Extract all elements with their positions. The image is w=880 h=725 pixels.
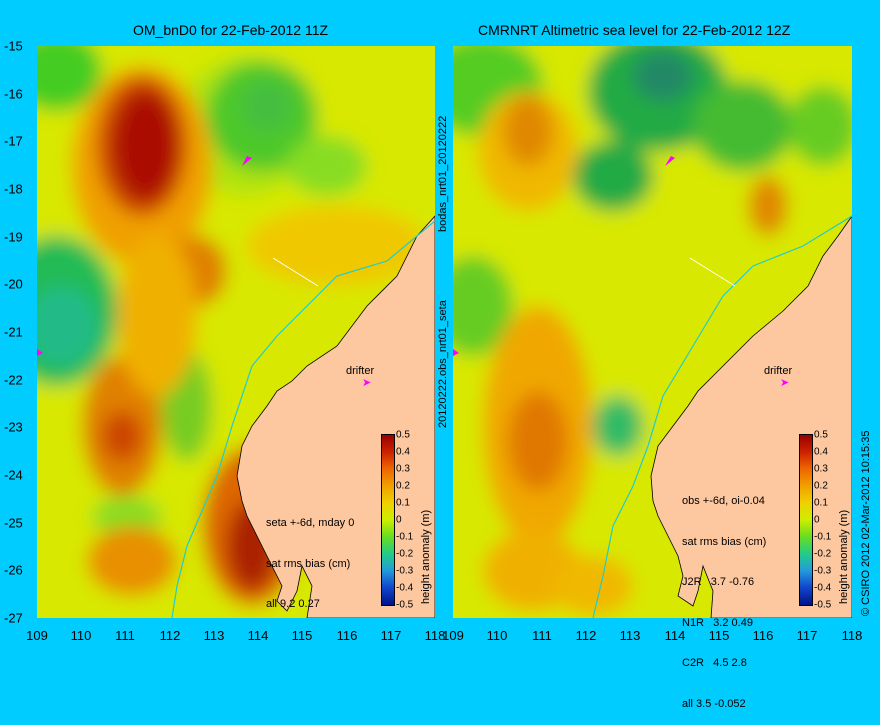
colorbar-tick: 0.1 <box>814 497 828 509</box>
right-colorbar-label: height anomaly (m) <box>838 509 850 604</box>
x-tick: 111 <box>115 628 135 643</box>
middle-bottom-label: 20120222.obs_nrt01_seta <box>437 300 449 428</box>
x-tick: 114 <box>664 628 686 643</box>
x-tick: 115 <box>291 628 313 643</box>
left-drifter-label: drifter <box>346 365 375 377</box>
x-tick: 112 <box>159 628 181 643</box>
colorbar-tick: -0.2 <box>814 548 832 560</box>
x-tick: 113 <box>619 628 641 643</box>
right-colorbar <box>799 434 813 606</box>
y-tick: -21 <box>4 324 23 340</box>
y-tick: -17 <box>4 133 23 149</box>
colorbar-tick: -0.3 <box>814 565 832 577</box>
y-tick: -22 <box>4 372 23 388</box>
right-stats-line: C2R 4.5 2.8 <box>682 657 747 669</box>
colorbar-tick: -0.4 <box>396 582 414 594</box>
left-map[interactable] <box>37 46 435 618</box>
x-tick: 117 <box>796 628 818 643</box>
right-drifter-icon: ➤ <box>780 377 790 389</box>
x-tick: 113 <box>203 628 225 643</box>
left-colorbar-label: height anomaly (m) <box>420 509 432 604</box>
left-colorbar <box>381 434 395 606</box>
x-tick: 118 <box>841 628 863 643</box>
colorbar-tick: 0.2 <box>396 480 410 492</box>
x-tick: 114 <box>247 628 269 643</box>
x-tick: 109 <box>442 628 464 643</box>
middle-top-label: bodas_nrt01_20120222 <box>437 115 449 232</box>
colorbar-tick: 0.4 <box>396 446 410 458</box>
colorbar-tick: -0.3 <box>396 565 414 577</box>
colorbar-tick: -0.5 <box>814 599 832 611</box>
y-tick: -25 <box>4 515 23 531</box>
right-stats-line: obs +-6d, oi-0.04 <box>682 495 765 507</box>
x-tick: 118 <box>424 628 446 643</box>
colorbar-tick: 0 <box>814 514 820 526</box>
y-tick: -27 <box>4 610 23 626</box>
colorbar-tick: 0.3 <box>814 463 828 475</box>
colorbar-tick: 0 <box>396 514 402 526</box>
colorbar-tick: 0.4 <box>814 446 828 458</box>
right-drifter-label: drifter <box>764 365 793 377</box>
colorbar-tick: -0.1 <box>814 531 832 543</box>
right-map-title: CMRNRT Altimetric sea level for 22-Feb-2… <box>478 22 791 38</box>
x-tick: 112 <box>575 628 597 643</box>
y-tick: -16 <box>4 86 23 102</box>
y-tick: -24 <box>4 467 23 483</box>
x-tick: 110 <box>486 628 508 643</box>
colorbar-tick: 0.5 <box>396 429 410 441</box>
colorbar-tick: 0.1 <box>396 497 410 509</box>
y-tick: -20 <box>4 276 23 292</box>
x-tick: 116 <box>336 628 358 643</box>
colorbar-tick: -0.5 <box>396 599 414 611</box>
right-stats: obs +-6d, oi-0.04 sat rms bias (cm) J2R … <box>682 468 766 725</box>
y-tick: -26 <box>4 562 23 578</box>
colorbar-tick: 0.3 <box>396 463 410 475</box>
right-track <box>592 215 852 618</box>
right-stats-line: all 3.5 -0.052 <box>682 697 746 710</box>
right-stats-line: N1R 3.2 0.49 <box>682 616 753 629</box>
x-tick: 111 <box>532 628 552 643</box>
left-stats-line: sat rms bias (cm) <box>266 557 351 570</box>
y-tick: -15 <box>4 38 23 54</box>
left-track <box>171 220 435 618</box>
left-map-title: OM_bnD0 for 22-Feb-2012 11Z <box>133 22 329 38</box>
left-stats-line: all 9.2 0.27 <box>266 598 320 610</box>
colorbar-tick: -0.1 <box>396 531 414 543</box>
x-tick: 116 <box>752 628 774 643</box>
colorbar-tick: 0.5 <box>814 429 828 441</box>
y-tick: -19 <box>4 229 23 245</box>
left-stats-line: seta +-6d, mday 0 <box>266 517 355 529</box>
y-tick: -23 <box>4 419 23 435</box>
y-tick: -18 <box>4 181 23 197</box>
colorbar-tick: -0.2 <box>396 548 414 560</box>
colorbar-tick: -0.4 <box>814 582 832 594</box>
copyright-label: © CSIRO 2012 02-Mar-2012 10:15:35 <box>860 430 872 616</box>
left-stats: seta +-6d, mday 0 sat rms bias (cm) all … <box>266 490 354 625</box>
x-tick: 110 <box>70 628 92 643</box>
x-tick: 117 <box>380 628 402 643</box>
x-tick: 115 <box>708 628 730 643</box>
colorbar-tick: 0.2 <box>814 480 828 492</box>
left-drifter-icon: ➤ <box>362 377 372 389</box>
x-tick: 109 <box>26 628 48 643</box>
right-map[interactable] <box>453 46 852 618</box>
right-stats-line: sat rms bias (cm) <box>682 535 767 548</box>
right-stats-line: J2R 3.7 -0.76 <box>682 576 755 588</box>
